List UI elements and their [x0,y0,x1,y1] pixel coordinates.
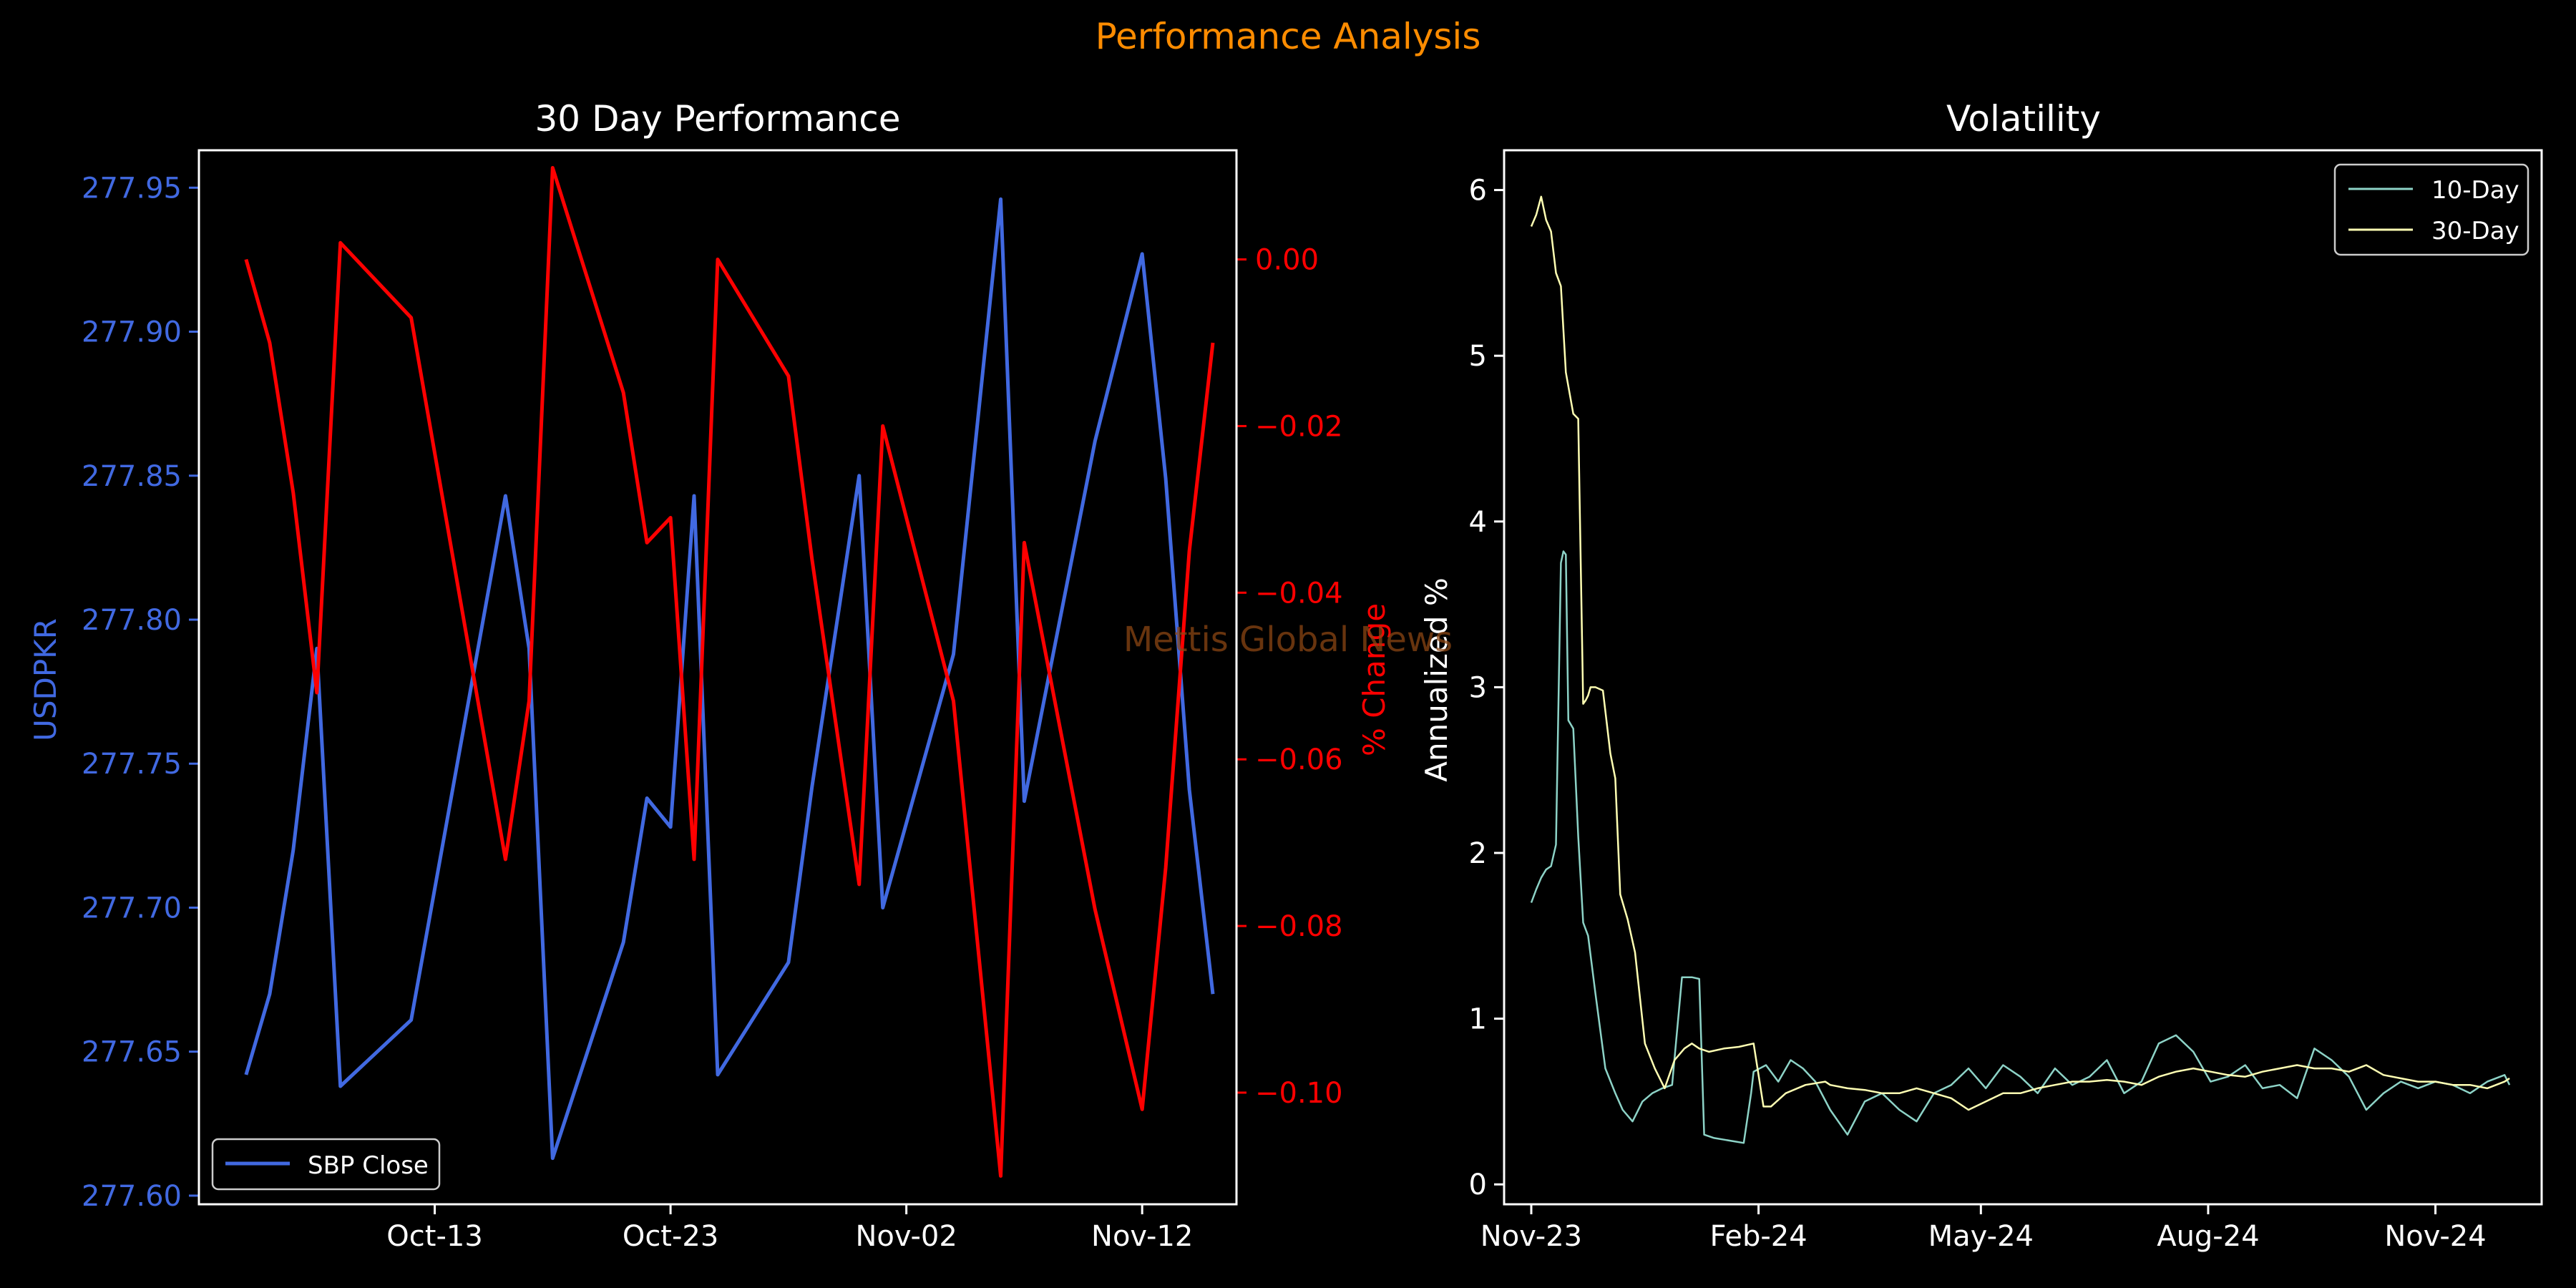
x-tick-label-right-1: Feb-24 [1710,1220,1807,1253]
y-tick-label-right-3: 3 [1469,671,1487,704]
watermark: Mettis Global News [1123,620,1453,660]
y-tick-label-right-0: 0 [1469,1169,1487,1201]
x-tick-label-left-1: Oct-23 [623,1220,719,1253]
panel-left-ticks: Oct-13 Oct-23 Nov-02 Nov-12 277.60 277.65 277.… [82,172,1343,1253]
y-tick-label-right-6: 6 [1469,175,1487,208]
y-tick-label-left-3: 277.75 [82,748,182,781]
y2-tick-label-left-4: −0.08 [1255,910,1343,943]
panel-left-ylabel: USDPKR [28,618,63,741]
x-tick-label-right-0: Nov-23 [1480,1220,1582,1253]
panel-left-title: 30 Day Performance [535,98,901,140]
y-tick-label-left-5: 277.85 [82,460,182,493]
panel-left-y2label: % Change [1357,603,1392,756]
y-tick-label-left-7: 277.95 [82,172,182,205]
x-tick-label-right-4: Nov-24 [2384,1220,2486,1253]
panel-left-frame [197,149,1238,1206]
y2-tick-label-left-2: −0.04 [1255,577,1343,610]
y-tick-label-left-6: 277.90 [82,316,182,349]
y-tick-label-left-1: 277.65 [82,1036,182,1069]
series-10-day-line [1530,550,2511,1144]
x-tick-label-left-0: Oct-13 [386,1220,483,1253]
panel-right-series [1530,195,2511,1144]
panel-right-frame [1503,149,2543,1206]
panel-left-series [244,166,1215,1178]
series-pct-change-line [244,166,1215,1178]
y2-tick-label-left-5: −0.10 [1255,1077,1343,1110]
y-tick-label-left-4: 277.80 [82,604,182,637]
y-tick-label-right-4: 4 [1469,506,1487,539]
legend-left-label-sbp-close: SBP Close [308,1151,429,1180]
y-tick-label-right-5: 5 [1469,340,1487,373]
legend-right-label-10-day: 10-Day [2431,176,2519,205]
panel-volatility: Volatility Annualized % Nov-23 Feb-24 May-… [1419,98,2543,1253]
panel-right-ticks: Nov-23 Feb-24 May-24 Aug-24 Nov-24 0 1 2 3 4 5 6 [1469,175,2487,1253]
x-tick-label-right-3: Aug-24 [2157,1220,2259,1253]
y2-tick-label-left-1: −0.02 [1255,410,1343,443]
series-sbp-close-line [244,197,1215,1161]
y-tick-label-right-1: 1 [1469,1003,1487,1036]
y-tick-label-left-2: 277.70 [82,892,182,924]
series-30-day-line [1530,195,2510,1111]
y2-tick-label-left-3: −0.06 [1255,743,1343,776]
x-tick-label-left-2: Nov-02 [855,1220,957,1253]
x-tick-label-left-3: Nov-12 [1091,1220,1193,1253]
panel-left-legend: SBP Close [211,1138,441,1191]
figure-suptitle: Performance Analysis [1096,16,1481,57]
y-tick-label-left-0: 277.60 [82,1180,182,1213]
y2-tick-label-left-0: 0.00 [1255,244,1319,277]
x-tick-label-right-2: May-24 [1928,1220,2034,1253]
panel-right-title: Volatility [1946,98,2101,140]
legend-right-label-30-day: 30-Day [2431,217,2519,245]
y-tick-label-right-2: 2 [1469,837,1487,870]
legend-right-box [2333,163,2529,256]
panel-right-legend: 10-Day 30-Day [2333,163,2529,256]
panel-30-day-performance: 30 Day Performance USDPKR % Change Oct-1… [28,98,1392,1253]
legend-left-box [211,1138,441,1191]
panel-right-ylabel: Annualized % [1419,577,1454,781]
